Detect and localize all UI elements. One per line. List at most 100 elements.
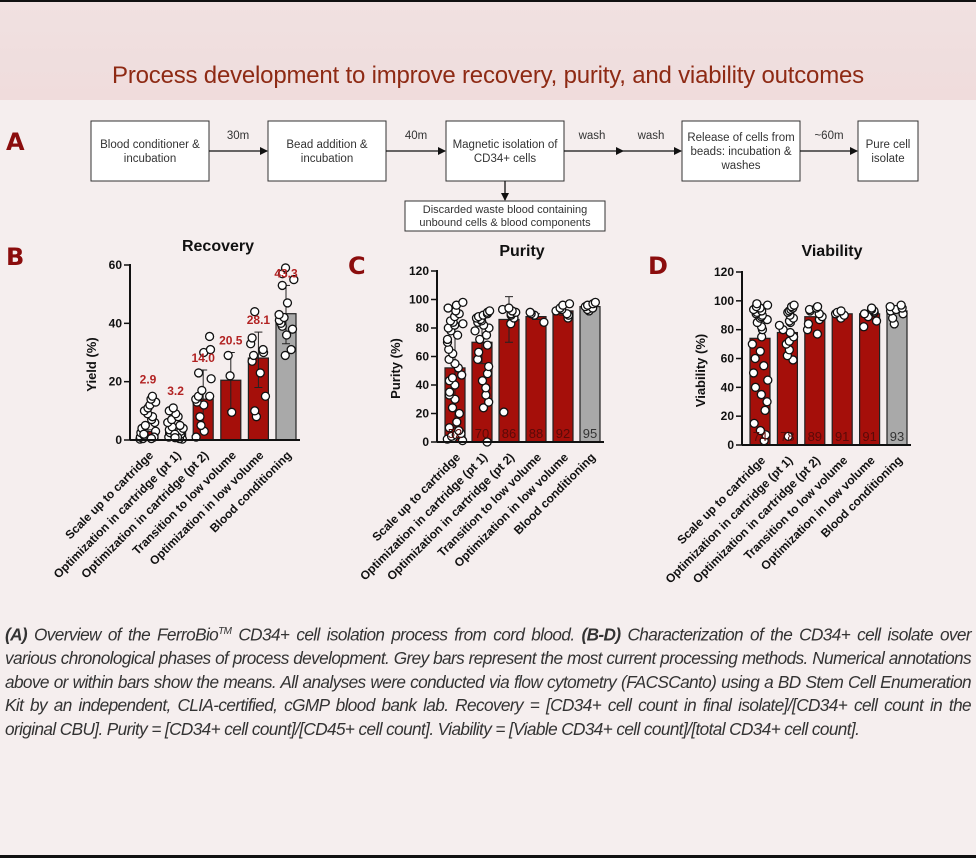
data-point	[774, 320, 785, 330]
y-tick-label: 40	[109, 316, 123, 330]
flow-arrow-label: wash	[637, 130, 665, 142]
bar	[858, 313, 881, 446]
bar-group: 2.9	[135, 372, 161, 444]
data-point	[281, 330, 292, 340]
data-point	[499, 407, 509, 417]
y-axis-label: Yield (%)	[84, 337, 99, 391]
bar-value-label: 2.9	[140, 372, 157, 386]
bar-value-label: 74	[753, 429, 767, 444]
bar-value-label: 91	[835, 429, 849, 444]
panel-label-d: D	[648, 252, 668, 280]
data-point	[248, 350, 259, 361]
y-tick-label: 120	[714, 265, 734, 279]
data-point	[750, 382, 761, 392]
flow-box	[267, 120, 387, 182]
bar-value-label: 20.5	[219, 334, 243, 348]
bar	[552, 310, 574, 443]
chart-title: Viability	[801, 243, 862, 260]
panel-label-b: B	[6, 243, 25, 271]
data-point	[444, 423, 455, 433]
y-tick-label: 20	[721, 409, 735, 423]
data-point	[139, 429, 149, 439]
bar	[831, 313, 853, 446]
data-point	[564, 299, 575, 309]
bar-group: 70	[470, 306, 495, 447]
bar-group: 43.3	[274, 263, 299, 441]
data-point	[280, 263, 291, 273]
data-point	[755, 425, 766, 436]
y-tick-label: 20	[109, 375, 123, 389]
bar-group: 52	[442, 297, 468, 446]
bar-group: 92	[551, 299, 575, 443]
flow-box-text: incubation	[124, 153, 176, 165]
bar-value-label: 52	[448, 426, 462, 441]
data-point	[193, 368, 204, 378]
flow-arrow-1: 30m	[209, 130, 268, 155]
flow-step-1: Blood conditioner & incubation	[90, 120, 210, 182]
data-point	[140, 420, 151, 431]
y-tick-label: 0	[422, 435, 429, 449]
data-point	[760, 405, 770, 416]
bar-group: 93	[885, 300, 908, 446]
data-point	[205, 391, 215, 401]
trademark-sup: TM	[218, 626, 232, 637]
y-tick-label: 40	[416, 378, 430, 392]
bar-value-label: 89	[808, 429, 822, 444]
data-point	[250, 406, 260, 416]
bar-value-label: 43.3	[274, 266, 298, 280]
data-point	[147, 391, 158, 401]
y-tick-label: 40	[721, 380, 735, 394]
data-point	[225, 371, 235, 381]
y-tick-label: 100	[714, 294, 734, 308]
bar-value-label: 14.0	[192, 351, 216, 365]
data-point	[168, 403, 178, 413]
data-point	[762, 397, 772, 407]
data-point	[789, 300, 799, 310]
bar-value-label: 93	[890, 429, 904, 444]
flow-box	[681, 120, 801, 182]
bottom-border	[0, 855, 976, 858]
bar-group: 28.1	[246, 307, 270, 441]
data-point	[258, 344, 268, 355]
y-tick-label: 0	[727, 438, 734, 452]
flow-arrow-label: 30m	[227, 130, 249, 142]
y-tick-label: 100	[409, 293, 429, 307]
data-point	[755, 346, 765, 356]
bar-group: 91	[858, 303, 882, 446]
bar	[886, 310, 908, 446]
data-point	[282, 298, 293, 308]
waste-box	[404, 200, 606, 232]
y-tick-label: 60	[109, 258, 123, 272]
charts: Recovery Yield (%) 2.9 3.2 14.020.5 28.1 43.3 0…	[51, 238, 911, 586]
bar-group: 78	[774, 300, 799, 446]
flow-box-text: CD34+ cells	[474, 153, 537, 165]
y-tick-label: 0	[115, 433, 122, 447]
data-point	[277, 280, 287, 291]
bar-group: 3.2	[163, 384, 188, 444]
data-point	[885, 301, 895, 312]
data-point	[747, 339, 758, 349]
flow-box	[445, 120, 565, 182]
bar-group: 88	[525, 307, 549, 443]
bar-group: 74	[747, 299, 773, 446]
data-point	[783, 431, 793, 442]
flow-box-text: Magnetic isolation of	[453, 139, 559, 151]
data-point	[478, 403, 489, 413]
data-point	[590, 297, 601, 308]
page-title: Process development to improve recovery,…	[112, 62, 864, 89]
y-tick-label: 80	[721, 323, 735, 337]
flow-arrow-5: ~60m	[800, 130, 858, 155]
data-point	[750, 353, 760, 364]
data-point	[859, 309, 870, 319]
data-point	[204, 331, 215, 342]
data-point	[475, 334, 485, 345]
data-point	[859, 322, 869, 332]
data-point	[280, 350, 290, 361]
data-point	[812, 301, 823, 312]
data-point	[477, 376, 488, 386]
data-point	[205, 344, 216, 355]
figure-caption: (A) Overview of the FerroBioTM CD34+ cel…	[5, 620, 972, 741]
waste-box-text: unbound cells & blood components	[419, 217, 591, 229]
